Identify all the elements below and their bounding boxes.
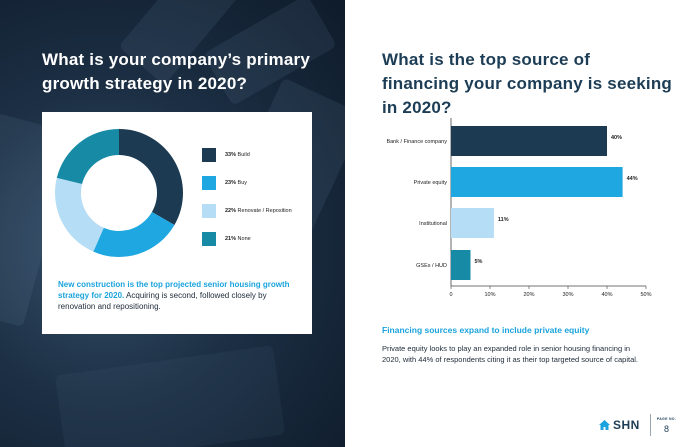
- legend-swatch: [202, 232, 216, 246]
- value-label: 5%: [475, 259, 483, 265]
- bar-bank-finance: [451, 126, 607, 156]
- legend-item-buy: 23% Buy: [202, 176, 312, 190]
- left-heading: What is your company’s primary growth st…: [42, 50, 310, 93]
- right-heading: What is the top source of financing your…: [382, 50, 673, 117]
- category-label: GSEs / HUD: [416, 263, 447, 269]
- page-label: PAGE NO.: [656, 416, 677, 421]
- x-tick-label: 30%: [562, 292, 573, 298]
- x-tick-label: 50%: [640, 292, 651, 298]
- legend-label: 22% Renovate / Reposition: [225, 208, 292, 214]
- house-icon: [599, 420, 610, 430]
- left-panel: What is your company’s primary growth st…: [0, 0, 345, 447]
- legend-item-build: 33% Build: [202, 148, 312, 162]
- category-label: Bank / Finance company: [386, 139, 447, 145]
- donut-slice-none: [56, 129, 119, 185]
- background-shape: [54, 345, 286, 447]
- legend-item-none: 21% None: [202, 232, 312, 246]
- x-tick-label: 20%: [523, 292, 534, 298]
- legend-item-renovate: 22% Renovate / Reposition: [202, 204, 312, 218]
- legend-swatch: [202, 148, 216, 162]
- legend-swatch: [202, 204, 216, 218]
- page-number: 8: [663, 423, 669, 434]
- donut-slice-renovate: [54, 177, 104, 252]
- legend-label: 21% None: [225, 236, 251, 242]
- financing-subheading: Financing sources expand to include priv…: [382, 325, 590, 335]
- x-tick-label: 0: [449, 292, 452, 298]
- footer-divider: [649, 414, 651, 436]
- value-label: 11%: [498, 217, 509, 223]
- legend-swatch: [202, 176, 216, 190]
- growth-summary-body: Acquiring is second, followed closely by…: [58, 291, 267, 311]
- bar-private-equity: [451, 167, 623, 197]
- category-label: Institutional: [419, 221, 447, 227]
- x-tick-label: 40%: [601, 292, 612, 298]
- bar-institutional: [451, 208, 494, 238]
- growth-summary-highlight: New construction is the top projected se…: [58, 280, 290, 300]
- legend-label: 33% Build: [225, 152, 250, 158]
- value-label: 40%: [611, 135, 622, 141]
- legend-label: 23% Buy: [225, 180, 248, 186]
- growth-summary-text: New construction is the top projected se…: [58, 279, 304, 312]
- value-label: 44%: [627, 176, 638, 182]
- donut-chart: [54, 129, 183, 257]
- category-label: Private equity: [414, 180, 448, 186]
- donut-slice-buy: [93, 212, 175, 257]
- donut-slice-build: [119, 129, 183, 225]
- footer: SHN PAGE NO. 8: [598, 414, 676, 436]
- financing-bar-chart: Bank / Finance company 40% Private equity 4…: [386, 118, 652, 298]
- logo-text: SHN: [613, 418, 640, 432]
- shn-logo: SHN: [598, 418, 640, 432]
- growth-strategy-card: 33% Build 23% Buy 22% Renovate / Reposit…: [42, 112, 312, 334]
- x-tick-label: 10%: [484, 292, 495, 298]
- bar-gses-hud: [451, 250, 471, 280]
- financing-body-text: Private equity looks to play an expanded…: [382, 344, 638, 364]
- page-number-block: PAGE NO. 8: [657, 417, 676, 434]
